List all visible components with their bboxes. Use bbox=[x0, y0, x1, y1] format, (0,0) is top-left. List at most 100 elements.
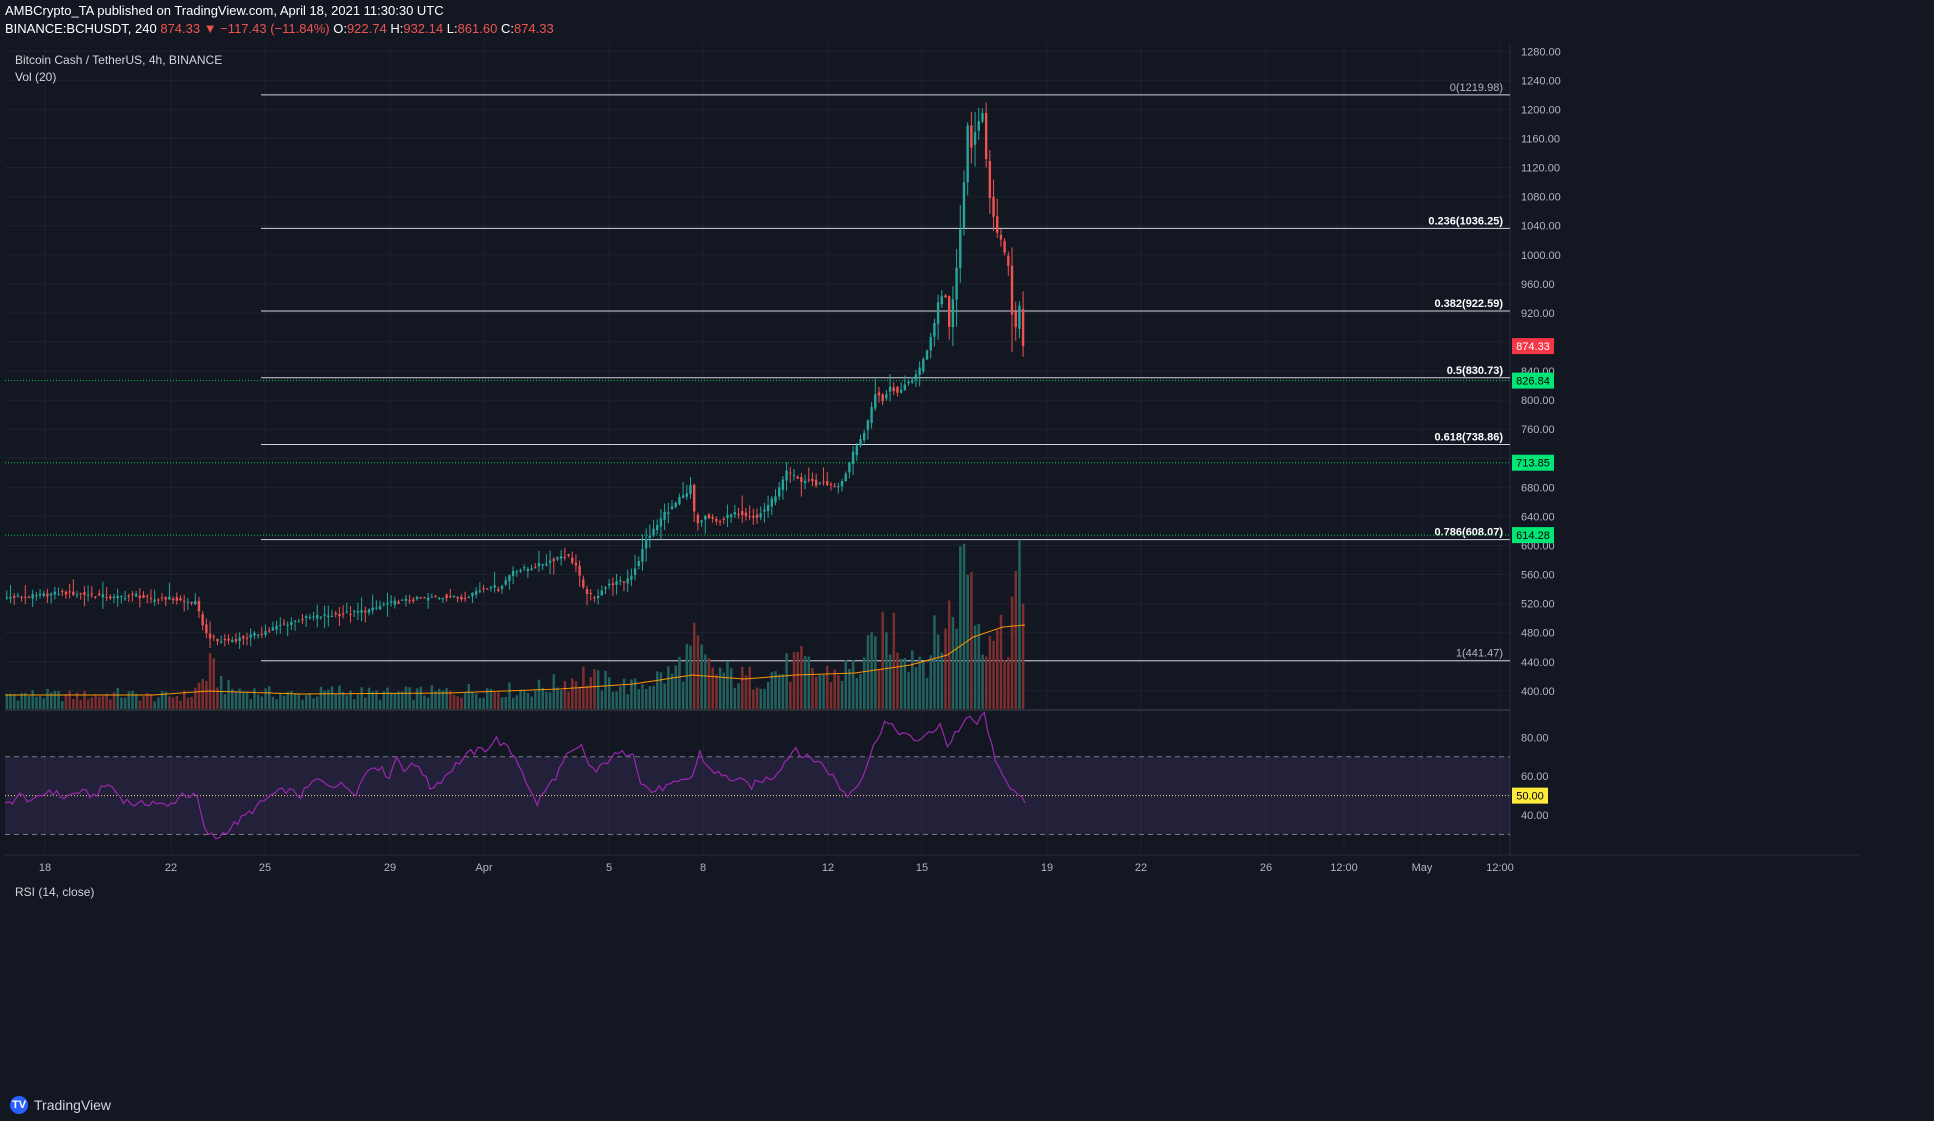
candle-body bbox=[153, 599, 156, 602]
candle-body bbox=[149, 598, 153, 600]
time-axis: 18 22 25 29 Apr 5 8 12 15 19 22 26 12:00 May 12:00 bbox=[39, 862, 1514, 874]
candle-body bbox=[493, 585, 496, 588]
candle-body bbox=[426, 597, 430, 601]
price-tick-label: 600.00 bbox=[1521, 540, 1555, 552]
price-tick-label: 1120.00 bbox=[1521, 163, 1560, 175]
volume-bar bbox=[27, 695, 31, 709]
volume-bar bbox=[541, 687, 544, 709]
candle-body bbox=[888, 386, 892, 392]
volume-bar bbox=[911, 650, 914, 709]
volume-bar bbox=[223, 694, 227, 709]
volume-bar bbox=[777, 674, 781, 709]
time-tick-label: 8 bbox=[700, 862, 706, 874]
candle-body bbox=[290, 621, 293, 625]
candle-body bbox=[885, 394, 888, 399]
candle-body bbox=[323, 614, 326, 616]
volume-bar bbox=[142, 696, 145, 709]
volume-bar bbox=[715, 674, 718, 709]
level-price-label-bg bbox=[1512, 527, 1554, 544]
volume-bar bbox=[249, 699, 253, 709]
volume-bar bbox=[434, 691, 437, 709]
candle-body bbox=[563, 557, 567, 559]
volume-bar bbox=[530, 696, 533, 709]
volume-bar bbox=[153, 701, 156, 709]
volume-bar bbox=[866, 635, 870, 709]
candle-body bbox=[397, 601, 400, 604]
volume-bar bbox=[970, 572, 973, 709]
rsi-tick-label: 60.00 bbox=[1521, 771, 1549, 783]
volume-bar bbox=[275, 699, 278, 709]
volume-bar bbox=[61, 701, 64, 709]
volume-bar bbox=[508, 682, 511, 709]
candle-body bbox=[785, 470, 788, 481]
volume-bar bbox=[109, 699, 112, 709]
volume-bar bbox=[127, 691, 131, 709]
volume-bar bbox=[164, 691, 168, 709]
volume-bar bbox=[700, 644, 703, 709]
candle-body bbox=[992, 196, 995, 217]
volume-bar bbox=[862, 657, 866, 709]
volume-bar bbox=[245, 691, 249, 709]
candle-body bbox=[862, 432, 866, 440]
volume-bar bbox=[955, 628, 958, 709]
price-tick-label: 400.00 bbox=[1521, 686, 1555, 698]
volume-bar bbox=[522, 691, 526, 709]
volume-bar bbox=[293, 693, 297, 709]
volume-bar bbox=[397, 691, 400, 709]
volume-bar bbox=[951, 617, 955, 709]
volume-bar bbox=[940, 652, 944, 709]
volume-bar bbox=[212, 658, 216, 709]
volume-bar bbox=[962, 543, 966, 709]
tradingview-logo[interactable]: TV TradingView bbox=[10, 1096, 111, 1114]
candle-body bbox=[500, 585, 504, 589]
volume-bar bbox=[600, 690, 604, 709]
volume-bar bbox=[792, 652, 796, 709]
candle-body bbox=[833, 485, 836, 487]
candle-body bbox=[116, 595, 119, 599]
volume-bar bbox=[663, 683, 666, 709]
volume-bar bbox=[929, 655, 933, 709]
candle-body bbox=[644, 538, 648, 549]
candle-body bbox=[722, 518, 725, 520]
volume-bar bbox=[737, 683, 740, 709]
candle-body bbox=[911, 380, 914, 383]
volume-bar bbox=[482, 697, 485, 709]
volume-bar bbox=[630, 679, 633, 709]
volume-bar bbox=[38, 695, 42, 709]
volume-bar bbox=[659, 672, 663, 709]
volume-bar bbox=[545, 691, 548, 709]
candle-body bbox=[253, 632, 256, 636]
chart-svg[interactable]: 0(1219.98) 0.236(1036.25) 0.382(922.59) 0.5… bbox=[5, 44, 1860, 1058]
volume-bar bbox=[116, 687, 119, 709]
candle-body bbox=[633, 568, 637, 575]
candle-body bbox=[367, 609, 371, 613]
price-tick-label: 440.00 bbox=[1521, 657, 1555, 669]
volume-bar bbox=[903, 658, 907, 709]
candle-body bbox=[341, 613, 345, 615]
chart-area[interactable]: 0(1219.98) 0.236(1036.25) 0.382(922.59) 0.5… bbox=[5, 44, 1860, 1058]
rsi-mid-label-bg bbox=[1512, 787, 1548, 804]
volume-bar bbox=[722, 672, 726, 709]
candle-body bbox=[38, 593, 42, 596]
candle-body bbox=[866, 419, 870, 430]
price-tick-label: 1240.00 bbox=[1521, 75, 1561, 87]
fib-label: 0.786(608.07) bbox=[1435, 527, 1504, 539]
candle-body bbox=[951, 299, 955, 328]
volume-bar bbox=[330, 686, 334, 709]
volume-legend: Vol (20) bbox=[15, 70, 56, 84]
candle-body bbox=[412, 599, 415, 602]
volume-bar bbox=[829, 682, 833, 709]
fib-label: 0.382(922.59) bbox=[1435, 298, 1504, 310]
candle-body bbox=[770, 498, 773, 507]
volume-bar bbox=[704, 654, 707, 709]
volume-bar bbox=[785, 653, 788, 709]
volume-bar bbox=[589, 676, 593, 709]
price-axis: 400.00 440.00 480.00 520.00 560.00 600.00 640.… bbox=[1521, 46, 1561, 822]
candle-body bbox=[419, 597, 422, 599]
candle-body bbox=[777, 487, 781, 497]
candle-body bbox=[42, 593, 45, 596]
candle-body bbox=[874, 394, 877, 409]
candle-body bbox=[748, 515, 751, 517]
volume-bar bbox=[35, 696, 38, 709]
candle-body bbox=[164, 597, 167, 600]
